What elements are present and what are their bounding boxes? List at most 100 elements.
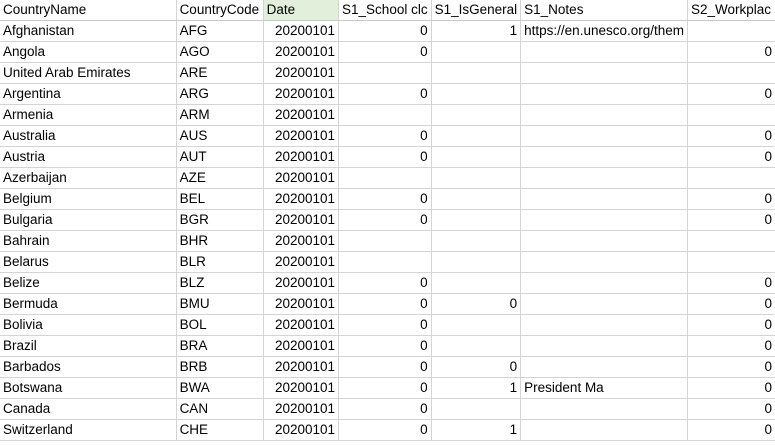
s1-notes-cell[interactable] (520, 104, 689, 126)
s1-isgeneral-cell[interactable] (431, 314, 522, 336)
s1-isgeneral-cell[interactable]: 1 (431, 419, 522, 441)
s1-notes-cell[interactable] (520, 251, 689, 273)
date-cell[interactable]: 20200101 (263, 62, 340, 84)
s2-workplace-cell[interactable]: 0 (687, 41, 775, 63)
country-code-cell[interactable]: BMU (176, 293, 264, 315)
s1-school-cell[interactable]: 0 (338, 398, 432, 420)
s1-school-cell[interactable]: 0 (338, 356, 432, 378)
s1-isgeneral-cell[interactable] (431, 125, 522, 147)
s1-isgeneral-cell[interactable] (431, 335, 522, 357)
s2-workplace-cell[interactable]: 0 (687, 335, 775, 357)
country-name-cell[interactable]: Canada (0, 398, 177, 420)
s1-isgeneral-cell[interactable] (431, 209, 522, 231)
country-code-cell[interactable]: AUS (176, 125, 264, 147)
date-cell[interactable]: 20200101 (263, 419, 340, 441)
s1-notes-cell[interactable] (520, 314, 689, 336)
date-cell[interactable]: 20200101 (263, 251, 340, 273)
header-cell-date[interactable]: Date (263, 0, 340, 21)
s1-notes-cell[interactable] (520, 62, 689, 84)
s2-workplace-cell[interactable] (687, 104, 775, 126)
s1-school-cell[interactable]: 0 (338, 419, 432, 441)
header-cell-s2-workplace[interactable]: S2_Workplac (687, 0, 775, 21)
country-name-cell[interactable]: Afghanistan (0, 20, 177, 42)
country-code-cell[interactable]: BLZ (176, 272, 264, 294)
date-cell[interactable]: 20200101 (263, 125, 340, 147)
s2-workplace-cell[interactable]: 0 (687, 419, 775, 441)
s2-workplace-cell[interactable]: 0 (687, 293, 775, 315)
date-cell[interactable]: 20200101 (263, 377, 340, 399)
s1-isgeneral-cell[interactable]: 1 (431, 20, 522, 42)
date-cell[interactable]: 20200101 (263, 356, 340, 378)
s1-notes-cell[interactable] (520, 146, 689, 168)
s1-notes-cell[interactable] (520, 293, 689, 315)
s1-school-cell[interactable]: 0 (338, 20, 432, 42)
s1-isgeneral-cell[interactable] (431, 83, 522, 105)
country-name-cell[interactable]: Bermuda (0, 293, 177, 315)
date-cell[interactable]: 20200101 (263, 209, 340, 231)
s2-workplace-cell[interactable]: 0 (687, 146, 775, 168)
s1-isgeneral-cell[interactable] (431, 398, 522, 420)
country-name-cell[interactable]: United Arab Emirates (0, 62, 177, 84)
s1-isgeneral-cell[interactable] (431, 62, 522, 84)
s2-workplace-cell[interactable]: 0 (687, 377, 775, 399)
s2-workplace-cell[interactable] (687, 20, 775, 42)
s2-workplace-cell[interactable] (687, 251, 775, 273)
country-code-cell[interactable]: BRA (176, 335, 264, 357)
country-name-cell[interactable]: Brazil (0, 335, 177, 357)
country-code-cell[interactable]: AUT (176, 146, 264, 168)
s1-school-cell[interactable]: 0 (338, 83, 432, 105)
s1-isgeneral-cell[interactable]: 0 (431, 293, 522, 315)
s2-workplace-cell[interactable]: 0 (687, 314, 775, 336)
s2-workplace-cell[interactable]: 0 (687, 398, 775, 420)
header-cell-s1-school[interactable]: S1_School clc (338, 0, 432, 21)
country-code-cell[interactable]: CAN (176, 398, 264, 420)
s1-school-cell[interactable]: 0 (338, 146, 432, 168)
s1-school-cell[interactable]: 0 (338, 293, 432, 315)
s1-isgeneral-cell[interactable] (431, 146, 522, 168)
country-code-cell[interactable]: AZE (176, 167, 264, 189)
s1-school-cell[interactable]: 0 (338, 335, 432, 357)
s2-workplace-cell[interactable]: 0 (687, 188, 775, 210)
s1-notes-cell[interactable] (520, 398, 689, 420)
s1-isgeneral-cell[interactable] (431, 272, 522, 294)
s1-notes-cell[interactable]: President Ma (520, 377, 689, 399)
date-cell[interactable]: 20200101 (263, 314, 340, 336)
s1-isgeneral-cell[interactable] (431, 167, 522, 189)
s1-school-cell[interactable]: 0 (338, 41, 432, 63)
s1-school-cell[interactable]: 0 (338, 125, 432, 147)
s1-school-cell[interactable]: 0 (338, 209, 432, 231)
s1-isgeneral-cell[interactable] (431, 251, 522, 273)
s1-school-cell[interactable]: 0 (338, 314, 432, 336)
country-code-cell[interactable]: BEL (176, 188, 264, 210)
country-code-cell[interactable]: BLR (176, 251, 264, 273)
country-name-cell[interactable]: Bolivia (0, 314, 177, 336)
country-name-cell[interactable]: Bulgaria (0, 209, 177, 231)
s1-notes-cell[interactable] (520, 41, 689, 63)
s2-workplace-cell[interactable] (687, 62, 775, 84)
date-cell[interactable]: 20200101 (263, 188, 340, 210)
country-name-cell[interactable]: Botswana (0, 377, 177, 399)
s1-school-cell[interactable] (338, 104, 432, 126)
header-cell-countrycode[interactable]: CountryCode (176, 0, 264, 21)
country-code-cell[interactable]: ARE (176, 62, 264, 84)
s2-workplace-cell[interactable]: 0 (687, 83, 775, 105)
country-code-cell[interactable]: BHR (176, 230, 264, 252)
s1-isgeneral-cell[interactable] (431, 230, 522, 252)
s1-school-cell[interactable] (338, 230, 432, 252)
country-code-cell[interactable]: ARM (176, 104, 264, 126)
date-cell[interactable]: 20200101 (263, 293, 340, 315)
country-name-cell[interactable]: Angola (0, 41, 177, 63)
s2-workplace-cell[interactable]: 0 (687, 272, 775, 294)
country-code-cell[interactable]: CHE (176, 419, 264, 441)
s1-notes-cell[interactable] (520, 167, 689, 189)
s1-isgeneral-cell[interactable] (431, 188, 522, 210)
s1-isgeneral-cell[interactable]: 0 (431, 356, 522, 378)
s1-school-cell[interactable]: 0 (338, 377, 432, 399)
date-cell[interactable]: 20200101 (263, 272, 340, 294)
s1-notes-cell[interactable] (520, 83, 689, 105)
date-cell[interactable]: 20200101 (263, 104, 340, 126)
header-cell-countryname[interactable]: CountryName (0, 0, 177, 21)
s2-workplace-cell[interactable] (687, 230, 775, 252)
country-name-cell[interactable]: Belgium (0, 188, 177, 210)
s2-workplace-cell[interactable]: 0 (687, 209, 775, 231)
